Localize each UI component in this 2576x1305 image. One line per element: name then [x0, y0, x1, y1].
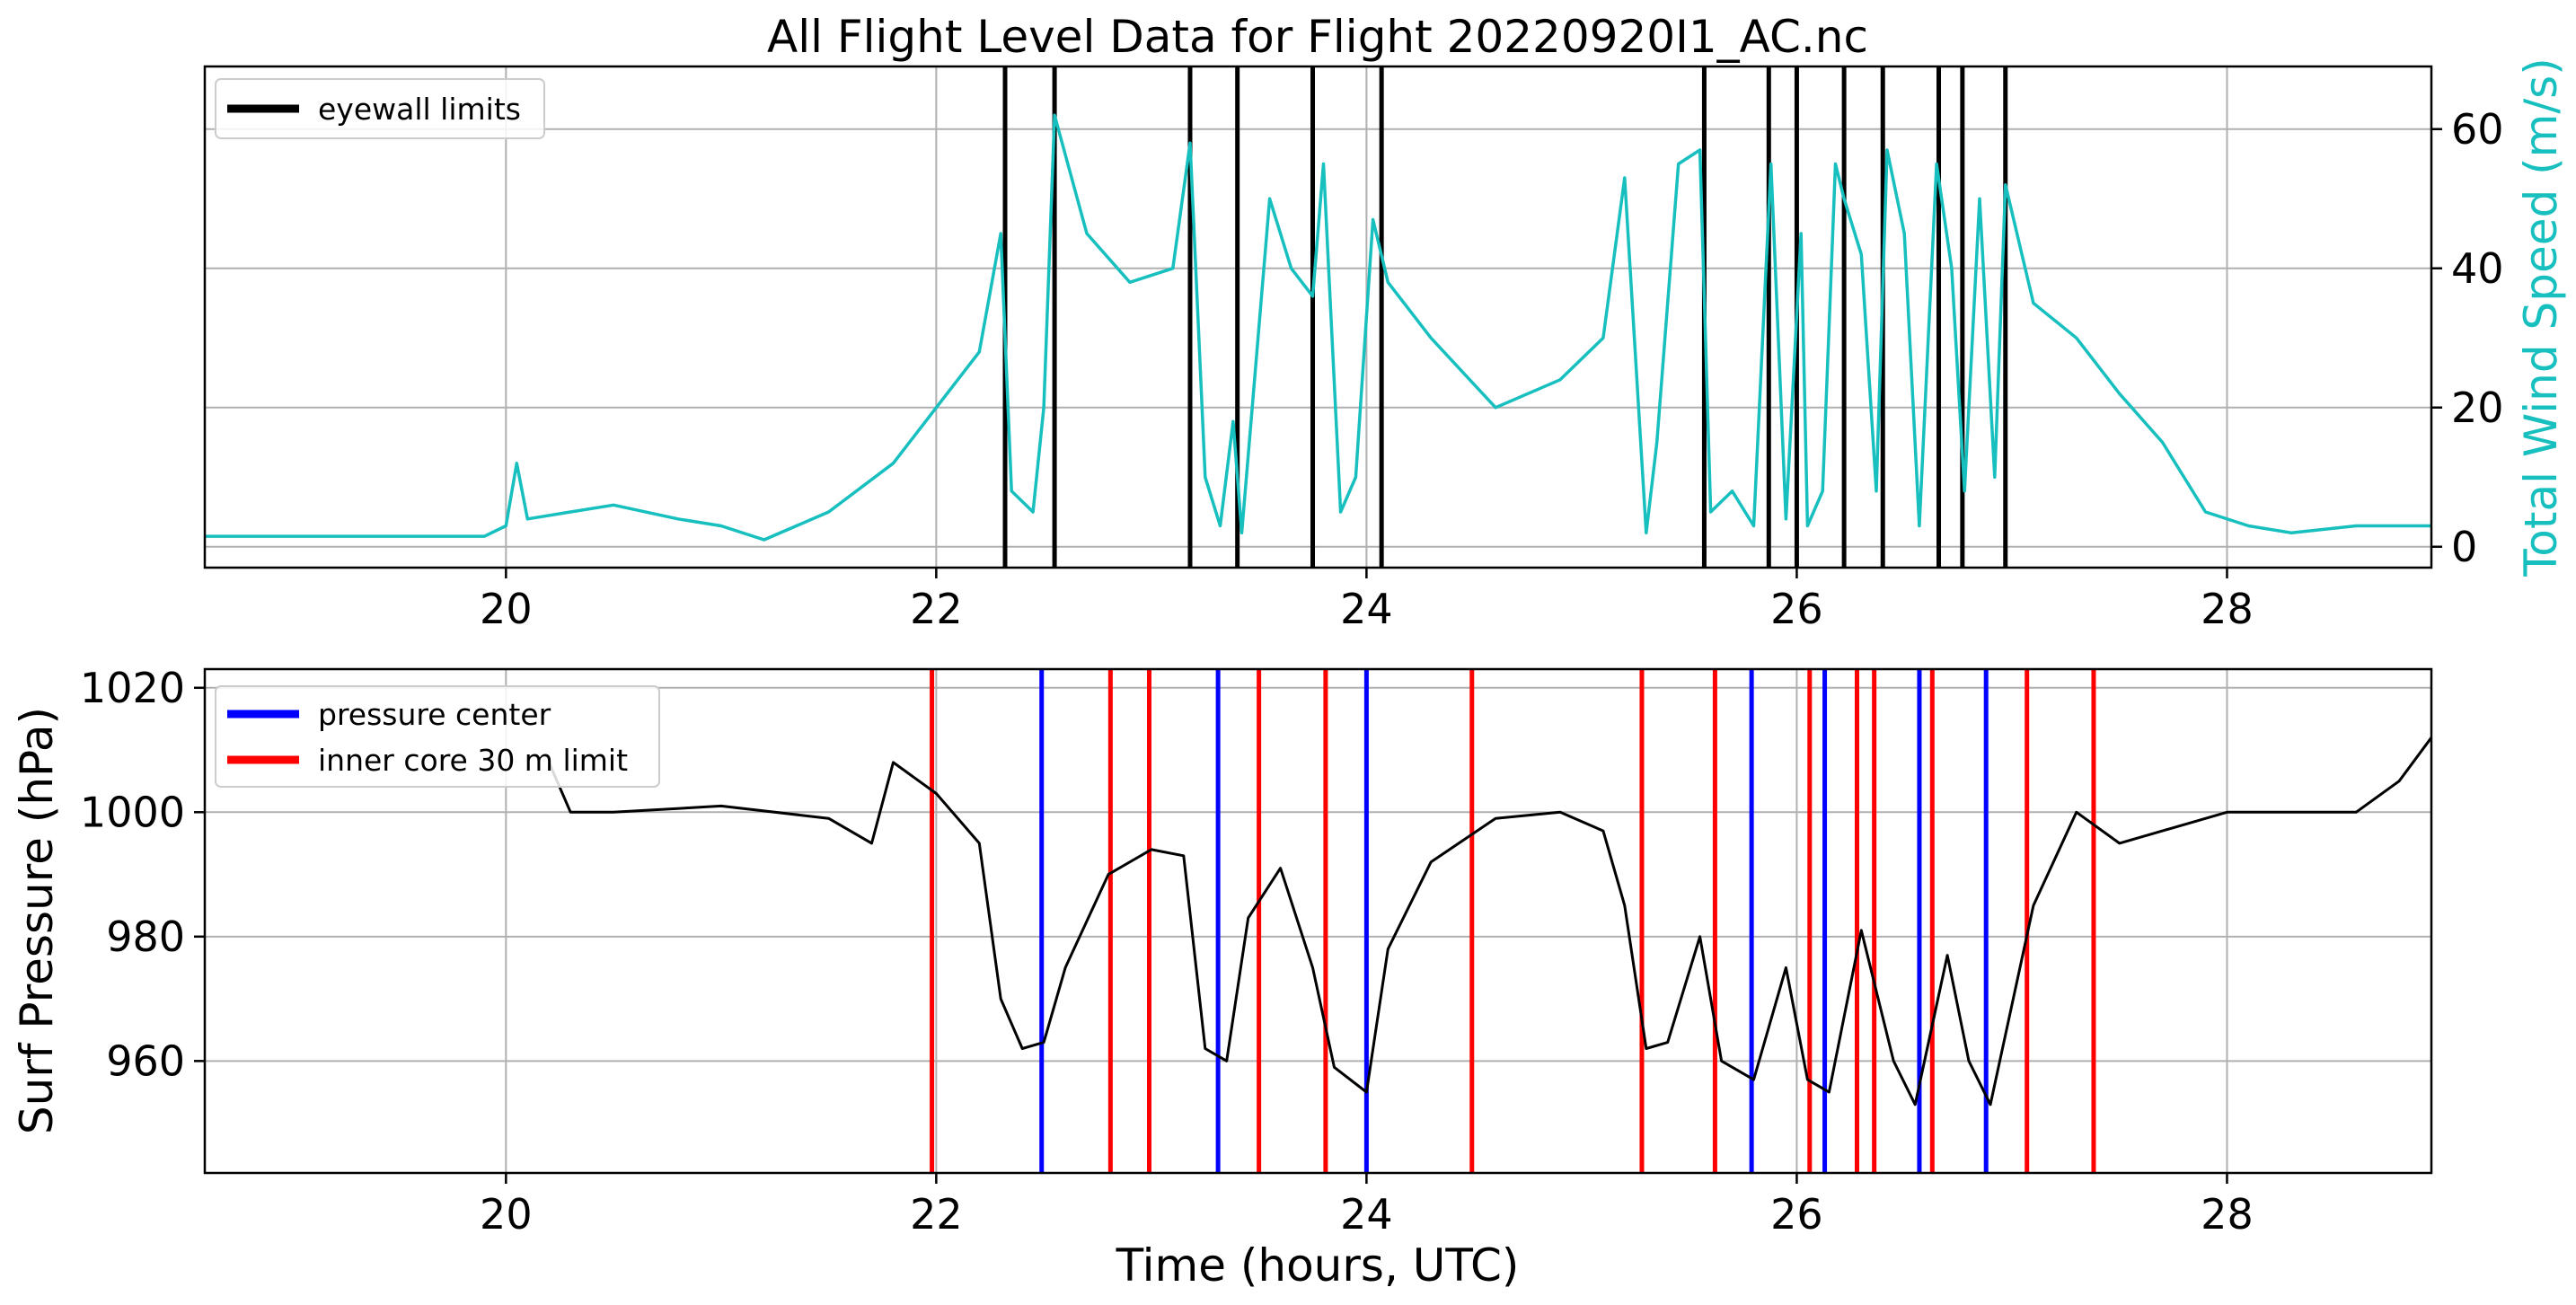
pressure-x-ticks: 20 22 24 26 28: [480, 1173, 2254, 1239]
surface-pressure-line: [547, 736, 2433, 1107]
pressure-y-tick-label: 960: [106, 1036, 185, 1085]
wind-legend: eyewall limits: [215, 78, 545, 139]
wind-x-ticks: 20 22 24 26 28: [480, 568, 2254, 633]
x-axis-label: Time (hours, UTC): [1116, 1239, 1520, 1292]
pressure-y-tick-label: 1020: [80, 664, 185, 712]
pressure-x-tick-label: 22: [910, 1190, 963, 1239]
pressure-panel: 20 22 24 26 28 960 980 1000 1020 Surf Pressure …: [11, 664, 2433, 1292]
pressure-axes-frame: [203, 667, 2433, 1175]
pressure-legend: pressure center inner core 30 m limit: [215, 685, 660, 788]
pressure-y-ticks: 960 980 1000 1020: [80, 664, 205, 1085]
wind-x-tick-label: 22: [910, 585, 963, 633]
pressure-x-tick-label: 20: [480, 1190, 533, 1239]
pressure-y-axis-label: Surf Pressure (hPa): [11, 707, 63, 1134]
pressure-y-tick-label: 980: [106, 913, 185, 961]
pressure-x-tick-label: 26: [1770, 1190, 1823, 1239]
wind-legend-box: [215, 78, 545, 139]
legend-label-pressure-center: pressure center: [318, 697, 551, 732]
wind-y-tick-label: 20: [2451, 384, 2504, 432]
wind-y-axis-label: Total Wind Speed (m/s): [2515, 57, 2567, 577]
wind-x-tick-label: 20: [480, 585, 533, 633]
wind-y-tick-label: 40: [2451, 244, 2504, 293]
pressure-x-tick-label: 28: [2201, 1190, 2254, 1239]
legend-label-eyewall: eyewall limits: [318, 92, 521, 127]
wind-y-tick-label: 0: [2451, 523, 2477, 571]
wind-speed-panel: All Flight Level Data for Flight 2022092…: [203, 11, 2567, 633]
wind-y-ticks: 0 20 40 60: [2431, 105, 2504, 571]
wind-x-tick-label: 24: [1340, 585, 1393, 633]
pressure-x-tick-label: 24: [1340, 1190, 1393, 1239]
chart-title: All Flight Level Data for Flight 2022092…: [767, 11, 1868, 63]
pressure-legend-box: [215, 685, 660, 788]
wind-speed-line: [205, 113, 2431, 542]
legend-label-inner-core: inner core 30 m limit: [318, 743, 628, 778]
wind-y-tick-label: 60: [2451, 105, 2504, 154]
pressure-y-tick-label: 1000: [80, 788, 185, 836]
wind-x-tick-label: 26: [1770, 585, 1823, 633]
wind-axes-frame: [203, 65, 2433, 569]
wind-x-tick-label: 28: [2201, 585, 2254, 633]
